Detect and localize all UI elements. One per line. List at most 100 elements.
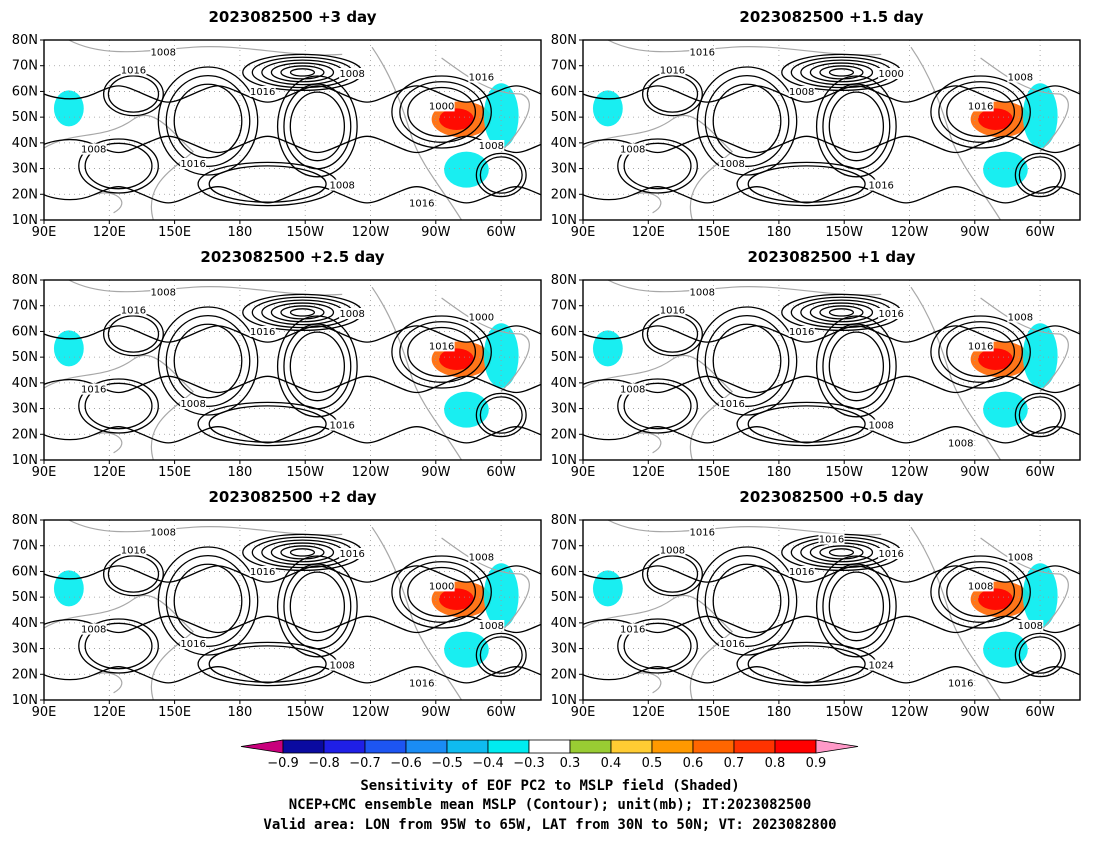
contour-label: 1016	[878, 309, 903, 320]
contour-label: 1016	[968, 101, 993, 112]
contour-label: 1016	[968, 341, 993, 352]
panel-frame	[582, 279, 1081, 461]
lat-tick-label: 60N	[12, 564, 38, 579]
mslp-contour	[165, 74, 251, 168]
colorbar-swatch	[651, 739, 694, 754]
mslp-contour	[828, 68, 855, 77]
lat-tick-label: 70N	[551, 539, 577, 554]
lat-tick-label: 30N	[551, 162, 577, 177]
mslp-contour	[479, 396, 523, 434]
lon-tick-label: 120W	[352, 705, 390, 720]
mslp-contour	[712, 83, 782, 159]
lon-tick-label: 120E	[93, 705, 126, 720]
lat-tick-label: 40N	[551, 136, 577, 151]
sensitivity-shading	[444, 391, 489, 428]
lat-tick-label: 70N	[551, 59, 577, 74]
lon-tick-label: 150E	[158, 705, 191, 720]
contour-label: 1008	[151, 527, 176, 538]
mslp-contour	[43, 666, 542, 684]
coastline	[607, 279, 882, 296]
mslp-contour	[1014, 152, 1066, 198]
mslp-contour	[819, 545, 864, 560]
mslp-contour	[261, 59, 344, 86]
lon-tick-label: 120E	[632, 225, 665, 240]
lat-tick-label: 10N	[551, 213, 577, 228]
mslp-contour	[800, 299, 883, 326]
mslp-contour	[819, 305, 864, 320]
mslp-contour	[582, 615, 1081, 634]
lon-tick-label: 60W	[1025, 705, 1055, 720]
lat-tick-label: 70N	[12, 299, 38, 314]
mslp-contour	[407, 326, 477, 378]
sensitivity-shading	[439, 108, 474, 130]
mslp-contour	[270, 302, 335, 323]
lon-tick-label: 120E	[632, 465, 665, 480]
lat-tick-label: 80N	[551, 273, 577, 288]
colorbar-swatch	[364, 739, 407, 754]
colorbar-swatch	[323, 739, 366, 754]
coastline	[607, 519, 882, 536]
mslp-contour	[261, 539, 344, 566]
contour-label: 1008	[329, 661, 354, 672]
coastline	[441, 537, 530, 633]
coastline	[582, 114, 733, 221]
mslp-contour	[208, 645, 327, 683]
mslp-contour	[475, 632, 527, 678]
lon-tick-label: 60W	[1025, 225, 1055, 240]
mslp-contour	[582, 186, 1081, 204]
contour-label: 1008	[180, 399, 205, 410]
colorbar-tick-label: 0.7	[724, 756, 745, 771]
contour-label: 1016	[121, 305, 146, 316]
lon-tick-label: 90E	[571, 705, 596, 720]
lat-tick-label: 50N	[12, 590, 38, 605]
colorbar-tick-label: −0.7	[349, 756, 381, 771]
panel-frame	[43, 519, 542, 701]
mslp-contour	[157, 546, 259, 656]
colorbar-arrow-left	[240, 739, 284, 754]
mslp-contour	[289, 548, 316, 557]
contour-label: 1016	[250, 327, 275, 338]
mslp-contour	[475, 392, 527, 438]
contour-label: 1008	[469, 553, 494, 564]
coastline	[582, 594, 733, 701]
mslp-contour	[479, 636, 523, 674]
contour-label: 1016	[719, 399, 744, 410]
mslp-contour	[289, 308, 316, 317]
mslp-contour	[736, 161, 877, 207]
lon-tick-label: 90W	[960, 465, 990, 480]
mslp-contour	[815, 315, 897, 418]
lat-tick-label: 80N	[12, 273, 38, 288]
mslp-contour	[43, 426, 542, 444]
mslp-contour	[809, 302, 874, 323]
lon-tick-label: 90E	[32, 465, 57, 480]
lat-tick-label: 40N	[551, 616, 577, 631]
mslp-contour	[407, 86, 477, 138]
panel-title: 2023082500 +1.5 day	[739, 8, 923, 26]
colorbar-arrow-right	[815, 739, 859, 754]
sensitivity-shading	[53, 570, 84, 607]
lon-tick-label: 120E	[93, 225, 126, 240]
mslp-contour	[641, 311, 703, 357]
colorbar: −0.9 −0.8 −0.7 −0.6 −0.5 −0.4 −0.3 0.3 0.4 0.5 0.6…	[240, 739, 859, 771]
lon-tick-label: 150E	[697, 465, 730, 480]
colorbar-tick-label: 0.9	[806, 756, 827, 771]
contour-label: 1016	[121, 545, 146, 556]
coastline	[632, 672, 662, 694]
mslp-contour	[617, 378, 698, 434]
mslp-contour	[1014, 632, 1066, 678]
sensitivity-shading	[439, 588, 474, 610]
mslp-contour	[641, 71, 703, 117]
contour-label: 1008	[1008, 73, 1033, 84]
contour-label: 1016	[469, 73, 494, 84]
colorbar-swatch	[282, 739, 325, 754]
lat-tick-label: 60N	[551, 84, 577, 99]
lon-tick-label: 120W	[352, 465, 390, 480]
lon-tick-label: 150E	[158, 225, 191, 240]
contour-label: 1016	[121, 65, 146, 76]
sensitivity-shading	[53, 330, 84, 367]
contour-label: 1016	[690, 527, 715, 538]
mslp-contour	[696, 66, 798, 176]
map-panel: 2023082500 +2.5 day 1008 1016 1008 1000 1016 1…	[12, 248, 542, 480]
lon-tick-label: 90E	[571, 465, 596, 480]
mslp-contour	[828, 548, 855, 557]
